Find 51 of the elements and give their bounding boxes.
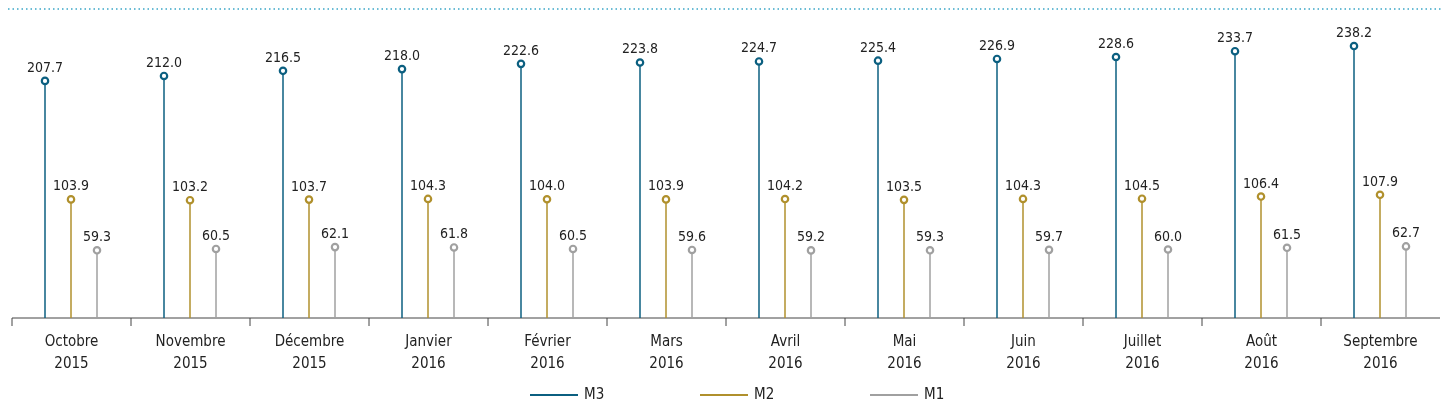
data-label: 103.9 (647, 177, 685, 194)
data-label: 61.5 (1272, 225, 1302, 242)
data-label: 59.7 (1034, 227, 1064, 244)
x-tick-label: Décembre 2015 (274, 332, 345, 372)
data-label: 228.6 (1097, 35, 1135, 52)
legend-label: M3 (584, 385, 605, 403)
data-label: 224.7 (740, 39, 778, 56)
data-label: 103.2 (171, 178, 209, 195)
x-tick-label: Mars 2016 (649, 332, 684, 372)
data-label: 61.8 (439, 225, 469, 242)
x-tick-label: Novembre 2015 (155, 332, 226, 372)
data-label: 103.7 (290, 177, 328, 194)
data-label: 104.3 (409, 176, 447, 193)
data-label: 62.7 (1391, 224, 1421, 241)
data-label: 216.5 (264, 48, 302, 65)
data-label: 103.5 (885, 177, 923, 194)
legend-label: M1 (924, 385, 945, 403)
data-label: 233.7 (1216, 29, 1254, 46)
data-label: 60.5 (201, 226, 231, 243)
x-tick-label: Février 2016 (524, 332, 572, 372)
data-label: 107.9 (1361, 172, 1399, 189)
data-label: 103.9 (52, 177, 90, 194)
data-label: 226.9 (978, 36, 1016, 53)
data-label: 104.0 (528, 177, 566, 194)
x-tick-label: Août 2016 (1244, 332, 1279, 372)
data-label: 104.5 (1123, 176, 1161, 193)
x-tick-label: Octobre 2015 (44, 332, 99, 372)
data-label: 59.6 (677, 227, 707, 244)
data-label: 104.3 (1004, 176, 1042, 193)
x-tick-label: Septembre 2016 (1343, 332, 1418, 372)
data-label: 238.2 (1335, 24, 1373, 41)
data-label: 223.8 (621, 40, 659, 57)
data-label: 106.4 (1242, 174, 1280, 191)
data-label: 60.5 (558, 226, 588, 243)
data-label: 59.3 (915, 228, 945, 245)
data-label: 225.4 (859, 38, 897, 55)
x-tick-label: Juillet 2016 (1122, 332, 1162, 372)
x-tick-label: Mai 2016 (887, 332, 922, 372)
data-label: 59.2 (796, 228, 826, 245)
data-label: 59.3 (82, 228, 112, 245)
data-label: 212.0 (145, 53, 183, 70)
data-label: 218.0 (383, 47, 421, 64)
legend-label: M2 (754, 385, 775, 403)
x-tick-label: Juin 2016 (1006, 332, 1041, 372)
data-label: 207.7 (26, 58, 64, 75)
x-tick-label: Janvier 2016 (404, 332, 453, 372)
data-label: 222.6 (502, 41, 540, 58)
x-tick-label: Avril 2016 (768, 332, 803, 372)
data-label: 62.1 (320, 225, 350, 242)
data-label: 104.2 (766, 177, 804, 194)
data-label: 60.0 (1153, 227, 1183, 244)
